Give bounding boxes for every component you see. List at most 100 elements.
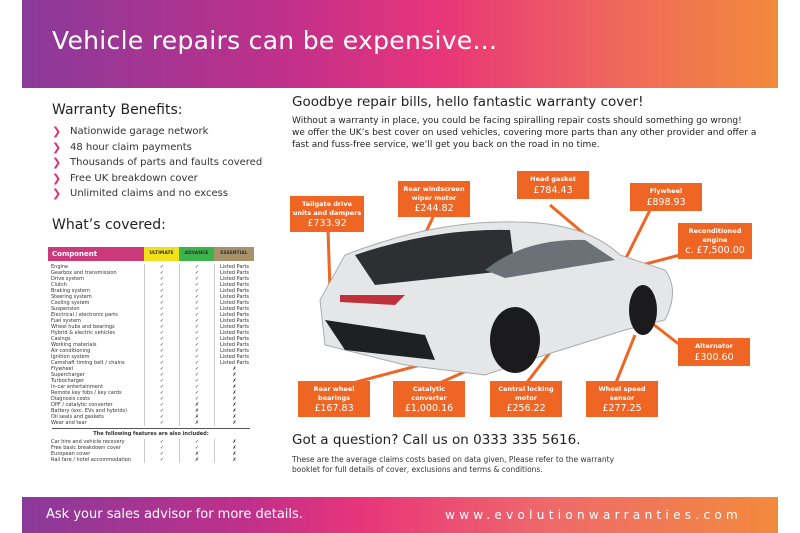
coverage-mark: ✓ <box>179 276 214 282</box>
component-name: Wheel hubs and bearings <box>51 324 115 330</box>
coverage-mark: ✓ <box>179 396 214 402</box>
coverage-mark: ✓ <box>179 282 214 288</box>
coverage-mark: ✓ <box>144 306 179 312</box>
component-name: Oil seals and gaskets <box>51 414 104 420</box>
coverage-mark: ✓ <box>144 330 179 336</box>
column-header-advance: ADVANCE <box>179 247 214 261</box>
table-row: Gearbox and transmission ✓ ✓ Listed Parts <box>48 270 254 276</box>
callout-price: £300.60 <box>694 351 734 363</box>
coverage-mark: ✓ <box>179 378 214 384</box>
coverage-mark: ✓ <box>179 312 214 318</box>
component-name: Car hire and vehicle recovery <box>51 439 125 445</box>
component-name: Free basic breakdown cover <box>51 445 121 451</box>
table-row: Supercharger ✓ ✓ ✗ <box>48 372 254 378</box>
coverage-mark: Listed Parts <box>214 288 254 294</box>
coverage-mark: ✓ <box>144 360 179 366</box>
coverage-mark: ✓ <box>144 420 179 426</box>
callout-label: Reconditioned engine <box>688 227 742 244</box>
coverage-mark: ✗ <box>214 408 254 414</box>
coverage-mark: ✗ <box>214 372 254 378</box>
coverage-mark: ✓ <box>144 402 179 408</box>
component-name: Electrical / electronic parts <box>51 312 118 318</box>
coverage-mark: ✓ <box>144 300 179 306</box>
table-row: Rail fare / hotel accommodation ✓ ✗ ✗ <box>48 457 254 463</box>
callout-price: £733.92 <box>307 218 347 229</box>
header-banner: Vehicle repairs can be expensive... <box>22 0 778 88</box>
component-name: Supercharger <box>51 372 85 378</box>
coverage-mark: Listed Parts <box>214 318 254 324</box>
coverage-mark: ✓ <box>144 414 179 420</box>
coverage-mark: ✓ <box>179 342 214 348</box>
table-row: Suspension ✓ ✓ Listed Parts <box>48 306 254 312</box>
chevron-right-icon: ❯ <box>52 187 62 201</box>
coverage-mark: ✓ <box>144 384 179 390</box>
table-row: Car hire and vehicle recovery ✓ ✓ ✗ <box>48 439 254 445</box>
component-name: Engine <box>51 264 69 270</box>
table-row: Cooling system ✓ ✓ Listed Parts <box>48 300 254 306</box>
callout-label: Tailgate drive units and dampers <box>292 200 362 217</box>
coverage-mark: ✗ <box>214 390 254 396</box>
table-row: Braking system ✓ ✓ Listed Parts <box>48 288 254 294</box>
coverage-mark: ✗ <box>214 457 254 463</box>
table-header: Component ULTIMATE ADVANCE ESSENTIAL <box>48 247 254 261</box>
chevron-right-icon: ❯ <box>52 125 62 139</box>
component-name: Clutch <box>51 282 67 288</box>
coverage-mark: ✓ <box>144 294 179 300</box>
disclaimer-note: These are the average claims costs based… <box>292 455 615 474</box>
coverage-mark: ✓ <box>144 390 179 396</box>
callout-box: Alternator £300.60 <box>678 338 750 366</box>
callout-box: Rear wheel bearings £167.83 <box>298 381 370 417</box>
coverage-mark: Listed Parts <box>214 312 254 318</box>
coverage-mark: ✓ <box>144 324 179 330</box>
benefit-item: ❯ Nationwide garage network <box>52 124 262 140</box>
footer-advice: Ask your sales advisor for more details. <box>46 507 303 522</box>
coverage-mark: ✓ <box>144 366 179 372</box>
callout-box: Rear windscreen wiper motor £244.82 <box>398 181 470 217</box>
coverage-mark: ✓ <box>144 445 179 451</box>
coverage-mark: ✓ <box>179 306 214 312</box>
component-name: Suspension <box>51 306 80 312</box>
callout-box: Central locking motor £256.22 <box>490 381 562 417</box>
table-row: DPF / catalytic converter ✓ ✗ ✗ <box>48 402 254 408</box>
coverage-mark: ✓ <box>179 300 214 306</box>
callout-label: Alternator <box>695 342 733 350</box>
component-name: Remote key fobs / key cards <box>51 390 122 396</box>
coverage-mark: ✓ <box>144 282 179 288</box>
table-row: Hybrid & electric vehicles ✓ ✓ Listed Parts <box>48 330 254 336</box>
callout-price: £244.82 <box>414 203 454 214</box>
coverage-mark: ✓ <box>144 354 179 360</box>
component-name: Rail fare / hotel accommodation <box>51 457 131 463</box>
benefit-item: ❯ Free UK breakdown cover <box>52 171 262 187</box>
coverage-mark: ✗ <box>214 366 254 372</box>
benefit-label: Thousands of parts and faults covered <box>70 157 263 169</box>
coverage-mark: ✗ <box>214 439 254 445</box>
component-name: Flywheel <box>51 366 74 372</box>
callout-label: Catalytic converter <box>411 385 447 402</box>
table-row: Wheel hubs and bearings ✓ ✓ Listed Parts <box>48 324 254 330</box>
column-header-ultimate: ULTIMATE <box>144 247 179 261</box>
chevron-right-icon: ❯ <box>52 156 62 170</box>
table-row: Diagnosis costs ✓ ✓ ✗ <box>48 396 254 402</box>
component-name: Turbocharger <box>51 378 85 384</box>
coverage-mark: ✓ <box>144 276 179 282</box>
covered-title: What’s covered: <box>52 217 166 233</box>
coverage-mark: ✓ <box>144 408 179 414</box>
callout-price: £784.43 <box>533 184 573 196</box>
coverage-mark: ✓ <box>179 324 214 330</box>
table-row: Turbocharger ✓ ✓ ✗ <box>48 378 254 384</box>
coverage-mark: ✓ <box>179 360 214 366</box>
coverage-mark: Listed Parts <box>214 324 254 330</box>
chevron-right-icon: ❯ <box>52 171 62 185</box>
benefits-list: ❯ Nationwide garage network ❯ 48 hour claim… <box>52 124 262 202</box>
coverage-mark: ✗ <box>214 414 254 420</box>
benefits-title: Warranty Benefits: <box>52 102 183 118</box>
table-row: Electrical / electronic parts ✓ ✓ Listed Pa… <box>48 312 254 318</box>
coverage-mark: Listed Parts <box>214 336 254 342</box>
component-name: Air conditioning <box>51 348 91 354</box>
benefit-item: ❯ 48 hour claim payments <box>52 140 262 156</box>
callout-label: Rear windscreen wiper motor <box>403 185 465 202</box>
coverage-mark: ✓ <box>179 270 214 276</box>
component-name: Casings <box>51 336 71 342</box>
website-link[interactable]: www.evolutionwarranties.com <box>445 508 742 522</box>
table-row: Battery (exc. EVs and hybrids) ✓ ✗ ✗ <box>48 408 254 414</box>
